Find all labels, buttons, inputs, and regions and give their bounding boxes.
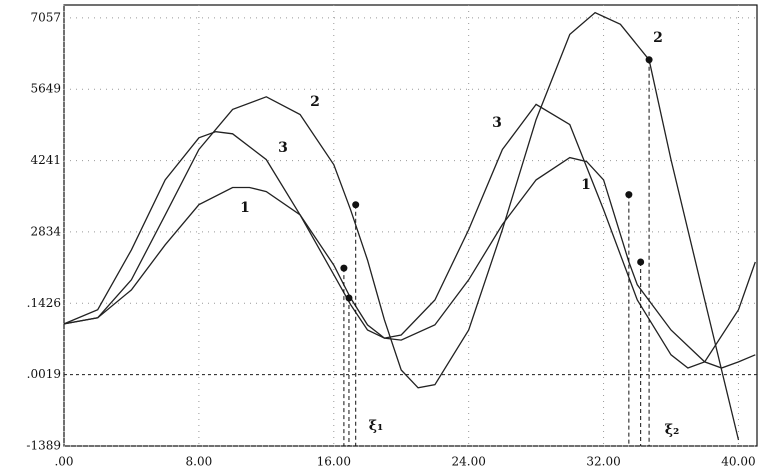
y-tick-label: 5649 bbox=[30, 82, 61, 96]
annotation: 1 bbox=[240, 200, 250, 216]
marker bbox=[625, 191, 633, 199]
x-tick-label: 32.00 bbox=[586, 455, 620, 469]
y-tick-label: 2834 bbox=[30, 224, 61, 238]
marker bbox=[340, 264, 348, 272]
annotation: ξ₂ bbox=[665, 422, 679, 438]
marker bbox=[345, 294, 353, 302]
annotation: 2 bbox=[653, 30, 663, 46]
y-tick-label: -1389 bbox=[26, 439, 61, 453]
plot-frame bbox=[63, 4, 758, 447]
annotation: 3 bbox=[492, 115, 502, 131]
x-tick-label: 24.00 bbox=[451, 455, 485, 469]
y-tick-label: 7057 bbox=[30, 10, 61, 24]
y-tick-label: 4241 bbox=[30, 153, 61, 167]
annotation: ξ₁ bbox=[369, 418, 383, 434]
y-tick-label: .0019 bbox=[27, 367, 61, 381]
x-tick-label: .00 bbox=[54, 455, 73, 469]
x-tick-label: 16.00 bbox=[317, 455, 351, 469]
marker bbox=[637, 258, 645, 266]
annotation: 3 bbox=[278, 140, 288, 156]
curve bbox=[63, 103, 756, 369]
annotation: 1 bbox=[581, 177, 591, 193]
marker bbox=[352, 201, 360, 209]
x-tick-label: 8.00 bbox=[186, 455, 213, 469]
curve bbox=[63, 11, 740, 441]
x-tick-label: 40.00 bbox=[721, 455, 755, 469]
marker bbox=[645, 56, 653, 64]
annotation: 2 bbox=[310, 94, 320, 110]
curve bbox=[63, 156, 756, 369]
y-tick-label: .1426 bbox=[27, 296, 61, 310]
